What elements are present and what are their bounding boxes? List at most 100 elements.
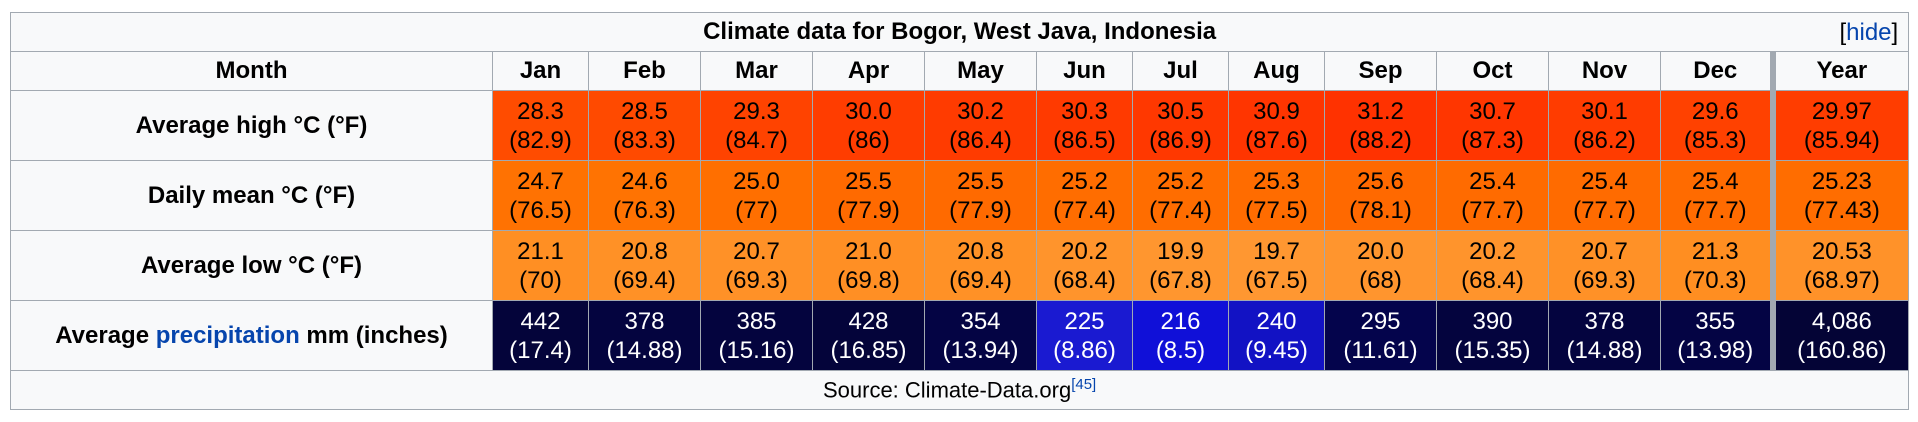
month-header-jul: Jul [1132, 51, 1229, 91]
table-cell: 30.0 (86) [812, 90, 925, 161]
precipitation-row: Average precipitation mm (inches) 442 (17.… [10, 300, 1910, 371]
cell-value: 25.0 [733, 167, 780, 195]
cell-value-alt: (68.4) [1461, 266, 1524, 294]
month-header-mar: Mar [700, 51, 813, 91]
table-cell: 295 (11.61) [1324, 300, 1437, 371]
table-cell: 225 (8.86) [1036, 300, 1133, 371]
cell-value: 25.4 [1581, 167, 1628, 195]
cell-value: 29.6 [1691, 97, 1739, 125]
cell-value: 30.7 [1469, 97, 1516, 125]
table-cell: 21.1 (70) [492, 230, 589, 301]
cell-value: 20.2 [1061, 237, 1108, 265]
table-cell: 25.5 (77.9) [812, 160, 925, 231]
cell-value: 25.6 [1357, 167, 1404, 195]
month-header-sep: Sep [1324, 51, 1437, 91]
cell-value: 20.53 [1811, 237, 1872, 265]
cell-value: 29.97 [1811, 97, 1872, 125]
table-cell: 442 (17.4) [492, 300, 589, 371]
cell-value-alt: (86.5) [1053, 126, 1116, 154]
month-header-oct: Oct [1436, 51, 1549, 91]
cell-value-alt: (76.3) [613, 196, 676, 224]
month-header-jan: Jan [492, 51, 589, 91]
cell-value: 428 [848, 307, 889, 335]
cell-value: 28.3 [517, 97, 564, 125]
table-cell: 25.2 (77.4) [1036, 160, 1133, 231]
cell-value-alt: (68) [1359, 266, 1402, 294]
cell-value-alt: (87.3) [1461, 126, 1524, 154]
header-row: Month Jan Feb Mar Apr May Jun Jul Aug Sep Oct Nov D… [10, 51, 1910, 91]
table-cell: 24.6 (76.3) [588, 160, 701, 231]
cell-value-alt: (77.4) [1149, 196, 1212, 224]
cell-value: 4,086 [1811, 307, 1872, 335]
table-cell: 24.7 (76.5) [492, 160, 589, 231]
cell-value: 31.2 [1357, 97, 1404, 125]
source-note: Source: Climate-Data.org[45] [9, 370, 1910, 410]
cell-value-alt: (67.5) [1245, 266, 1308, 294]
table-cell: 20.8 (69.4) [588, 230, 701, 301]
cell-value: 28.5 [621, 97, 668, 125]
cell-value: 29.3 [733, 97, 780, 125]
cell-value-alt: (83.3) [613, 126, 676, 154]
cell-value: 240 [1256, 307, 1297, 335]
table-cell: 25.2 (77.4) [1132, 160, 1229, 231]
cell-value: 19.7 [1253, 237, 1300, 265]
table-cell: 25.5 (77.9) [924, 160, 1037, 231]
cell-value: 30.2 [957, 97, 1004, 125]
cell-value: 19.9 [1157, 237, 1204, 265]
cell-value: 355 [1695, 307, 1736, 335]
cell-value: 21.1 [517, 237, 564, 265]
hide-link[interactable]: hide [1846, 19, 1892, 46]
month-header-jun: Jun [1036, 51, 1133, 91]
table-title: Climate data for Bogor, West Java, Indon… [9, 12, 1910, 52]
table-cell: 19.7 (67.5) [1228, 230, 1325, 301]
cell-value-alt: (69.4) [613, 266, 676, 294]
cell-value-alt: (15.16) [718, 336, 795, 364]
month-header-nov: Nov [1548, 51, 1661, 91]
cell-value: 25.23 [1811, 167, 1872, 195]
table-cell: 25.4 (77.7) [1548, 160, 1661, 231]
month-header-apr: Apr [812, 51, 925, 91]
cell-value-alt: (16.85) [830, 336, 907, 364]
table-cell: 30.1 (86.2) [1548, 90, 1661, 161]
cell-value: 20.7 [733, 237, 780, 265]
cell-value-alt: (70.3) [1683, 266, 1747, 294]
cell-value-alt: (87.6) [1245, 126, 1308, 154]
month-header-aug: Aug [1228, 51, 1325, 91]
daily-mean-row: Daily mean °C (°F) 24.7 (76.5) 24.6 (76.3) 25… [10, 160, 1910, 231]
cell-value: 21.3 [1691, 237, 1739, 265]
cell-value: 25.4 [1691, 167, 1739, 195]
cell-value-alt: (86.9) [1149, 126, 1212, 154]
climate-table: Climate data for Bogor, West Java, Indon… [9, 12, 1910, 410]
cell-value-alt: (86.4) [949, 126, 1012, 154]
table-cell: 20.7 (69.3) [700, 230, 813, 301]
cell-value: 390 [1472, 307, 1513, 335]
cell-value-alt: (77.43) [1803, 196, 1880, 224]
cell-value: 354 [960, 307, 1001, 335]
cell-value: 30.3 [1061, 97, 1108, 125]
cell-value-alt: (88.2) [1349, 126, 1412, 154]
cell-value-alt: (69.4) [949, 266, 1012, 294]
cell-value-alt: (77) [735, 196, 778, 224]
row-label: Daily mean °C (°F) [10, 160, 493, 231]
cell-value: 25.3 [1253, 167, 1300, 195]
row-label: Average low °C (°F) [10, 230, 493, 301]
cell-value: 20.7 [1581, 237, 1628, 265]
cell-value-alt: (13.98) [1677, 336, 1754, 364]
cell-value: 385 [736, 307, 777, 335]
cell-value-alt: (11.61) [1343, 336, 1418, 364]
cell-value-alt: (84.7) [725, 126, 788, 154]
row-label: Average high °C (°F) [10, 90, 493, 161]
row-label: Average precipitation mm (inches) [10, 300, 493, 371]
cell-value-alt: (69.3) [1573, 266, 1636, 294]
table-cell: 25.4 (77.7) [1660, 160, 1773, 231]
cell-value-alt: (8.5) [1155, 336, 1206, 364]
cell-value: 225 [1064, 307, 1105, 335]
cell-value-alt: (86) [847, 126, 890, 154]
source-ref-link[interactable]: [45] [1071, 376, 1097, 394]
cell-value: 25.5 [845, 167, 892, 195]
table-cell: 25.6 (78.1) [1324, 160, 1437, 231]
precipitation-link[interactable]: precipitation [155, 321, 300, 349]
cell-value: 442 [520, 307, 561, 335]
cell-value-alt: (67.8) [1149, 266, 1212, 294]
cell-value-alt: (15.35) [1454, 336, 1531, 364]
